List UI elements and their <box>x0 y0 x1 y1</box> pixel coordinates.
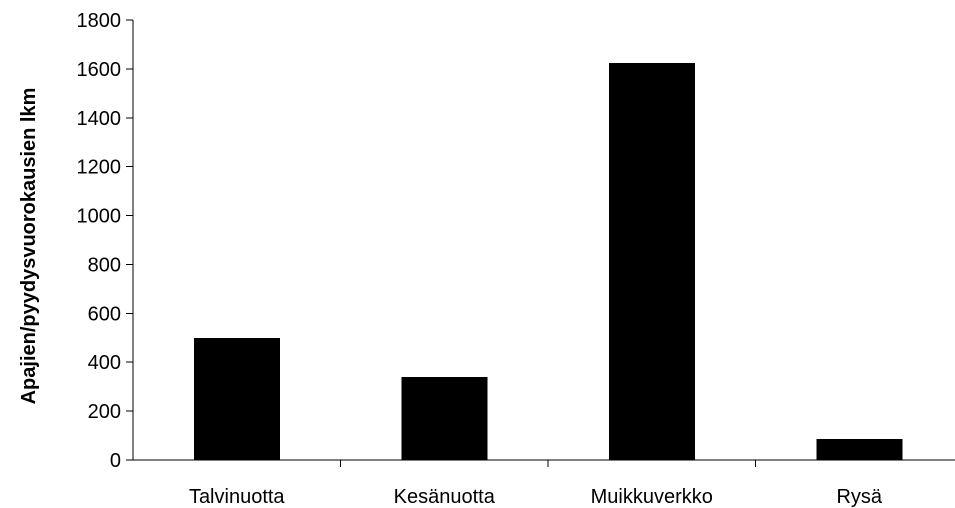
x-tick-label: Muikkuverkko <box>591 486 713 508</box>
y-tick-label: 1000 <box>77 206 122 228</box>
y-axis-title: Apajien/pyydysvuorokausien lkm <box>18 88 40 405</box>
x-tick-label: Kesänuotta <box>394 486 496 508</box>
y-tick-label: 0 <box>110 450 121 472</box>
y-axis: 0 200 400 600 800 1000 1200 1400 1600 1800 <box>77 10 134 472</box>
y-tick-label: 400 <box>88 352 121 374</box>
y-tick-label: 1800 <box>77 10 122 32</box>
y-tick-label: 1400 <box>77 108 122 130</box>
x-axis: Talvinuotta Kesänuotta Muikkuverkko Rysä <box>133 459 955 508</box>
bar-rysä <box>816 439 903 460</box>
y-tick-label: 800 <box>88 254 121 276</box>
bar-kesänuotta <box>401 376 488 460</box>
bar-talvinuotta <box>193 337 280 460</box>
y-tick-label: 200 <box>88 401 121 423</box>
y-tick-label: 600 <box>88 303 121 325</box>
bar-muikkuverkko <box>608 62 695 461</box>
bars-group <box>193 62 903 461</box>
x-tick-label: Talvinuotta <box>189 486 285 508</box>
y-tick-label: 1200 <box>77 157 122 179</box>
y-tick-label: 1600 <box>77 59 122 81</box>
x-tick-label: Rysä <box>836 486 882 508</box>
